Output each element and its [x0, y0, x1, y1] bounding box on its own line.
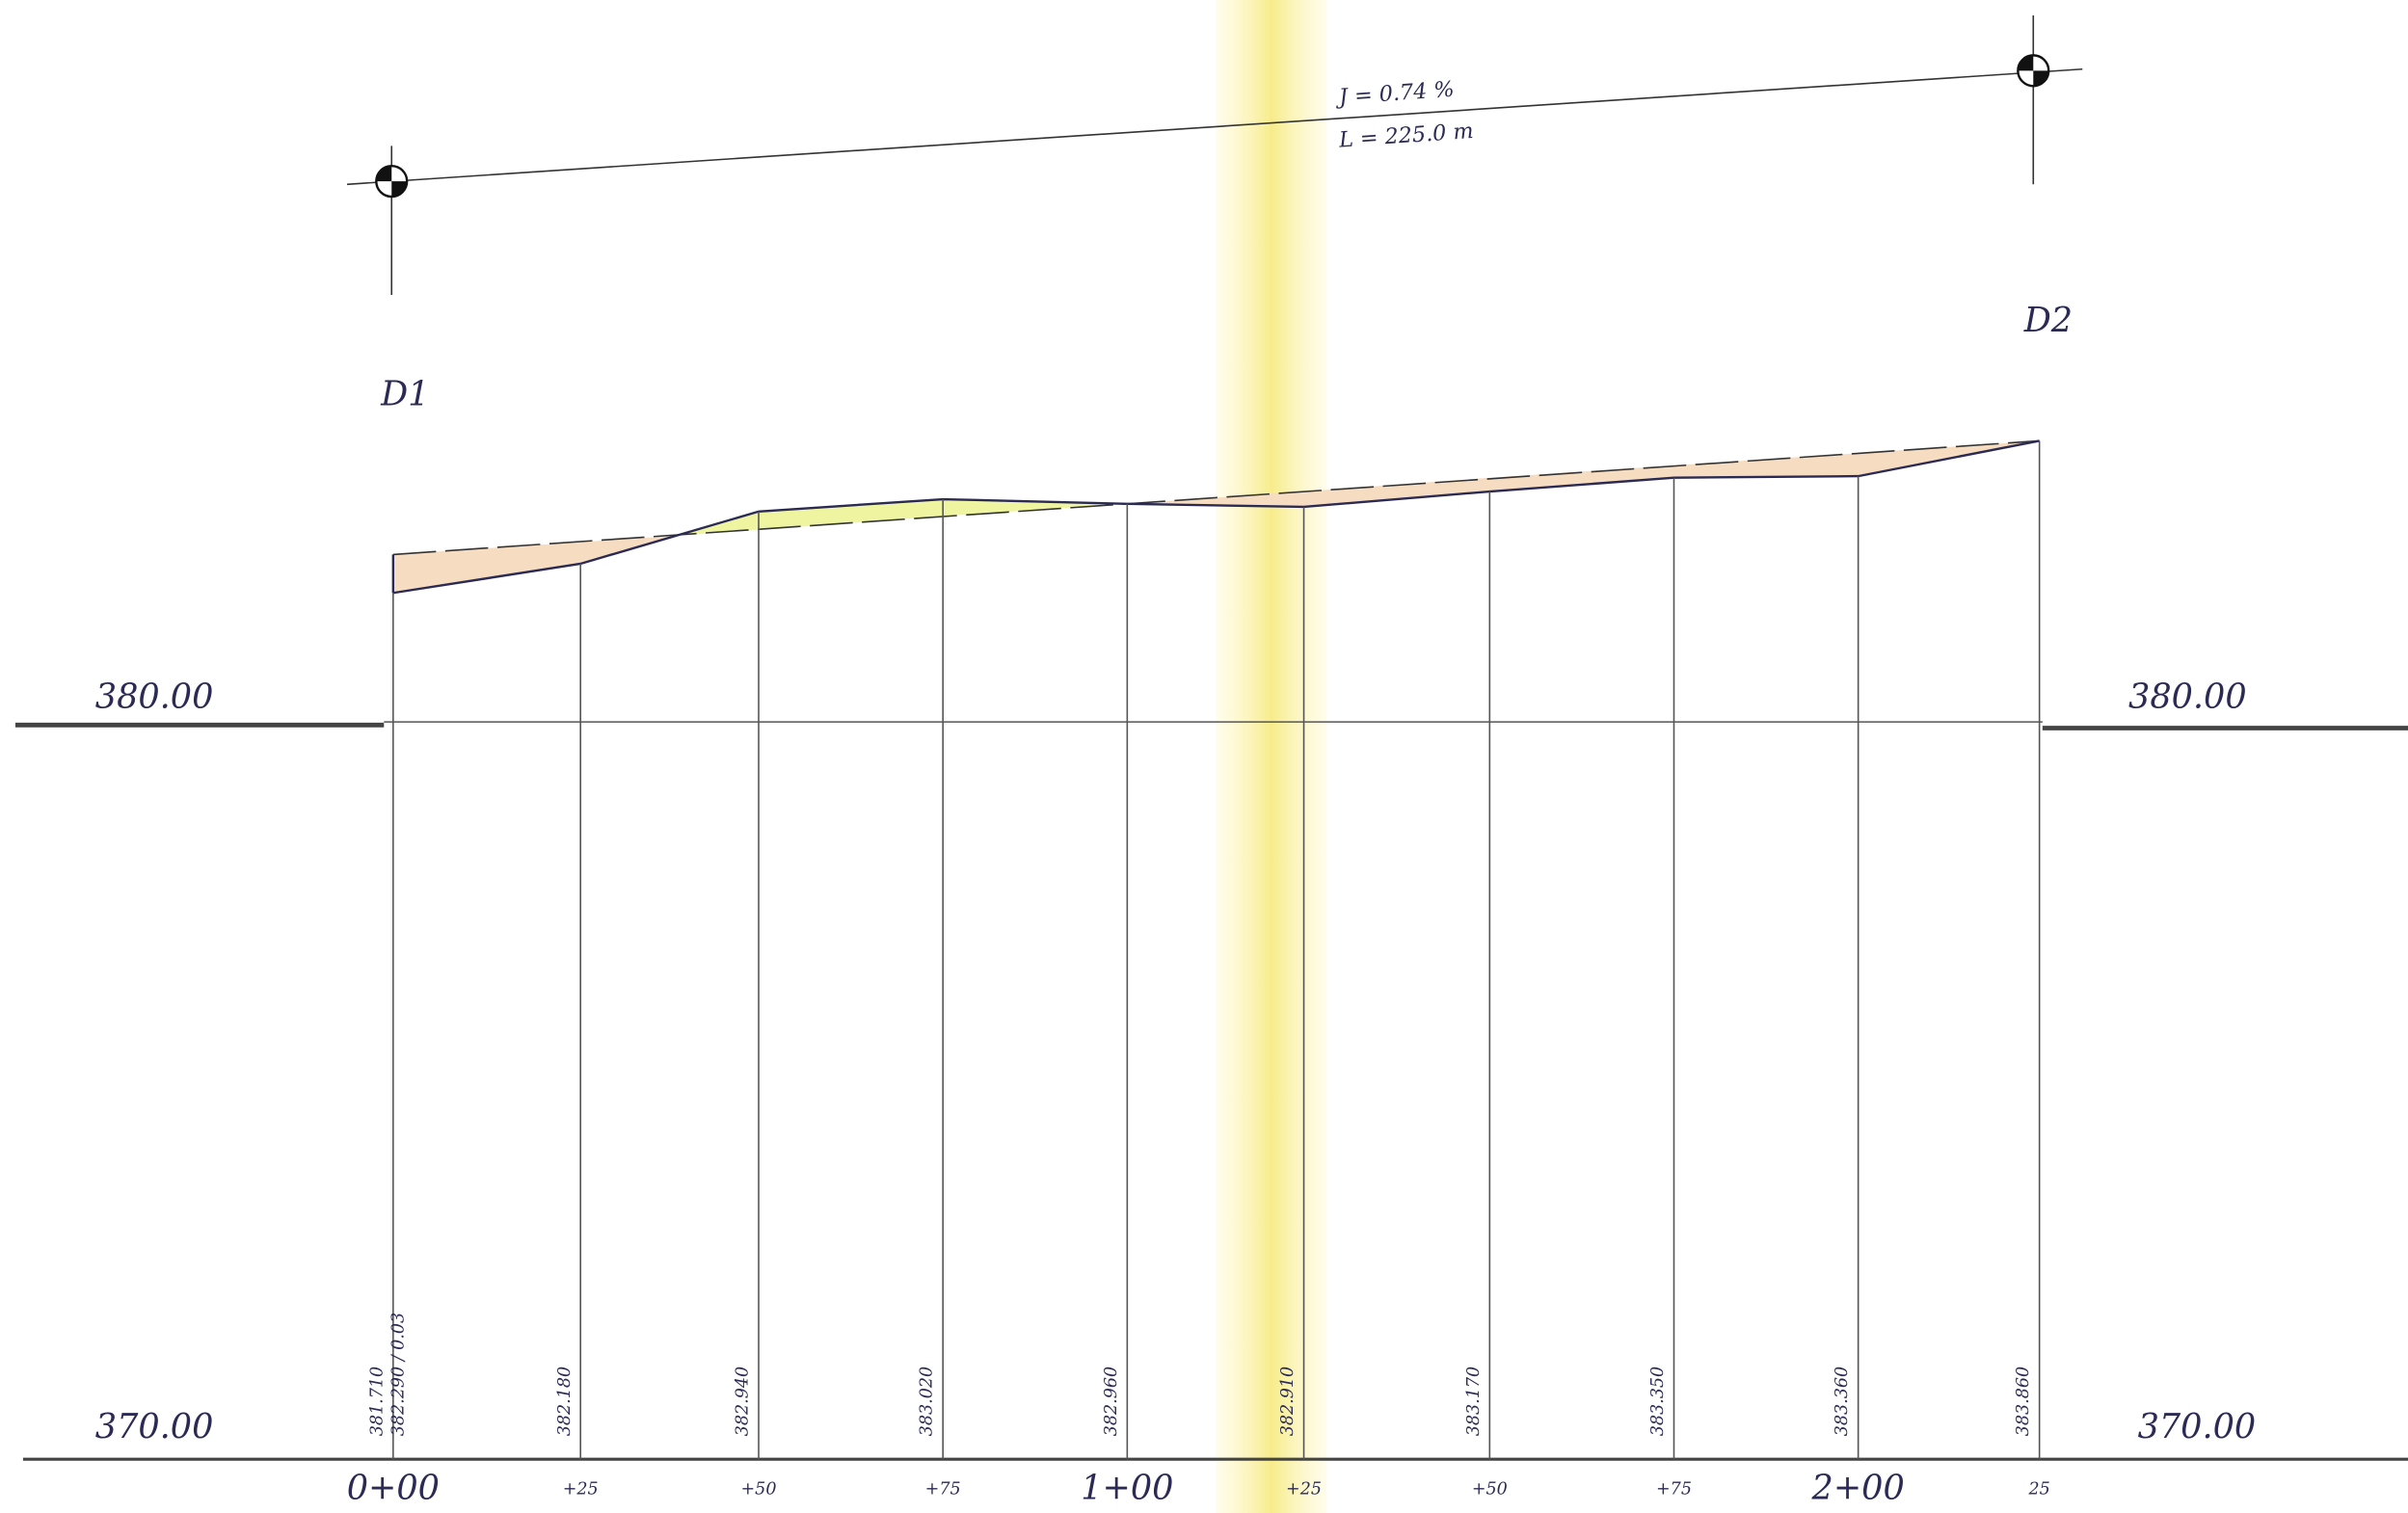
station-label: +75: [925, 1480, 961, 1500]
elevation-label: 382.910: [1278, 1367, 1298, 1436]
station-label: +25: [1286, 1480, 1322, 1500]
elevation-label: 382.940: [734, 1367, 753, 1436]
datum-label: 370.00: [95, 1407, 214, 1447]
elevation-note: 382.290 / 0.03: [389, 1313, 409, 1437]
elevation-label: 383.360: [1833, 1367, 1852, 1436]
paper: [0, 0, 2408, 1513]
elevation-label: 383.350: [1648, 1367, 1668, 1436]
benchmark-symbol: [376, 166, 407, 197]
elevation-label: 383.170: [1464, 1367, 1484, 1436]
station-label: 25: [2028, 1480, 2050, 1500]
benchmark-label: D1: [380, 375, 429, 414]
elevation-label: 382.180: [555, 1367, 575, 1436]
benchmark-label: D2: [2023, 301, 2073, 340]
elevation-label: 381.710: [367, 1367, 387, 1436]
station-label: +25: [563, 1480, 599, 1500]
profile-drawing: J = 0.74 % L = 225.0 m D1 D2 380.00 380.…: [0, 0, 2408, 1513]
station-label: 2+00: [1811, 1469, 1905, 1508]
station-label: +50: [1472, 1480, 1508, 1500]
elevation-label: 383.860: [2014, 1367, 2033, 1436]
elevation-label: 382.960: [1102, 1367, 1121, 1436]
station-label: 0+00: [347, 1469, 440, 1508]
elevation-label: 383.020: [918, 1367, 937, 1436]
highlight-band: [1217, 0, 1327, 1513]
benchmark-symbol: [2018, 55, 2048, 86]
datum-label: 380.00: [2128, 677, 2247, 717]
datum-label: 380.00: [95, 677, 214, 717]
station-label: 1+00: [1081, 1469, 1173, 1508]
station-label: +75: [1656, 1480, 1692, 1500]
station-label: +50: [741, 1480, 777, 1500]
page: J = 0.74 % L = 225.0 m D1 D2 380.00 380.…: [0, 0, 2408, 1513]
datum-label: 370.00: [2138, 1407, 2257, 1447]
